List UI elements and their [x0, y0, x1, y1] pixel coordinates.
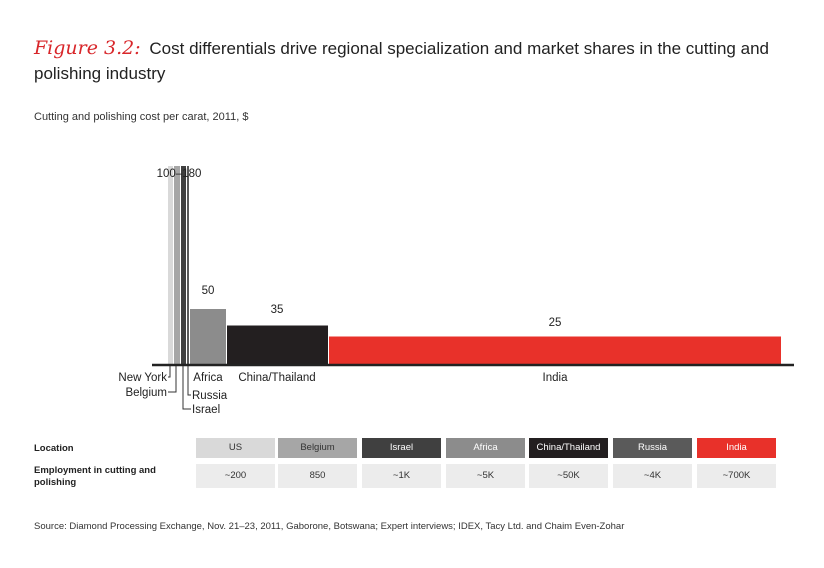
- value-label: 100–180: [157, 168, 202, 180]
- table-row-label-location: Location: [34, 443, 74, 454]
- bar-india: [329, 336, 781, 364]
- location-header-cell: Russia: [613, 438, 692, 458]
- category-label: India: [543, 372, 569, 384]
- category-label: Israel: [192, 404, 220, 416]
- location-header-cell: Israel: [362, 438, 441, 458]
- chart-area: 100–180 50 35 25 Africa China/Thailand India Ne…: [118, 166, 794, 416]
- employment-cell: ~4K: [613, 464, 692, 488]
- employment-cell: ~5K: [446, 464, 525, 488]
- employment-cell: ~700K: [697, 464, 776, 488]
- category-label: Russia: [192, 390, 228, 402]
- employment-cell: ~50K: [529, 464, 608, 488]
- leader-line: [187, 366, 191, 396]
- employment-cell: 850: [278, 464, 357, 488]
- category-label: New York: [118, 372, 167, 384]
- location-header-cell: Belgium: [278, 438, 357, 458]
- category-label: China/Thailand: [238, 372, 315, 384]
- title-text: Cost differentials drive regional specia…: [34, 39, 769, 83]
- table-row-label-employment: Employment in cutting and polishing: [34, 465, 156, 488]
- value-label: 25: [549, 317, 562, 329]
- location-header-cell: China/Thailand: [529, 438, 608, 458]
- bar-africa: [190, 309, 226, 364]
- leader-line: [168, 366, 177, 393]
- chart-title: Figure 3.2: Cost differentials drive reg…: [34, 36, 794, 86]
- category-label: Belgium: [125, 387, 167, 399]
- value-label: 50: [202, 285, 215, 297]
- bar-belgium: [174, 166, 180, 364]
- figure-label: Figure 3.2:: [34, 37, 141, 59]
- bar-israel: [181, 166, 186, 364]
- category-label: Africa: [193, 372, 223, 384]
- bar-new-york: [168, 166, 173, 364]
- location-header-cell: Africa: [446, 438, 525, 458]
- value-label: 35: [271, 304, 284, 316]
- chart-subtitle: Cutting and polishing cost per carat, 20…: [34, 111, 249, 123]
- leader-line: [168, 366, 171, 378]
- location-header-cell: US: [196, 438, 275, 458]
- location-header-cell: India: [697, 438, 776, 458]
- leader-line: [182, 366, 191, 410]
- bar-china-thailand: [227, 325, 328, 364]
- bar-russia: [187, 166, 189, 364]
- source-note: Source: Diamond Processing Exchange, Nov…: [34, 521, 625, 532]
- employment-cell: ~200: [196, 464, 275, 488]
- employment-cell: ~1K: [362, 464, 441, 488]
